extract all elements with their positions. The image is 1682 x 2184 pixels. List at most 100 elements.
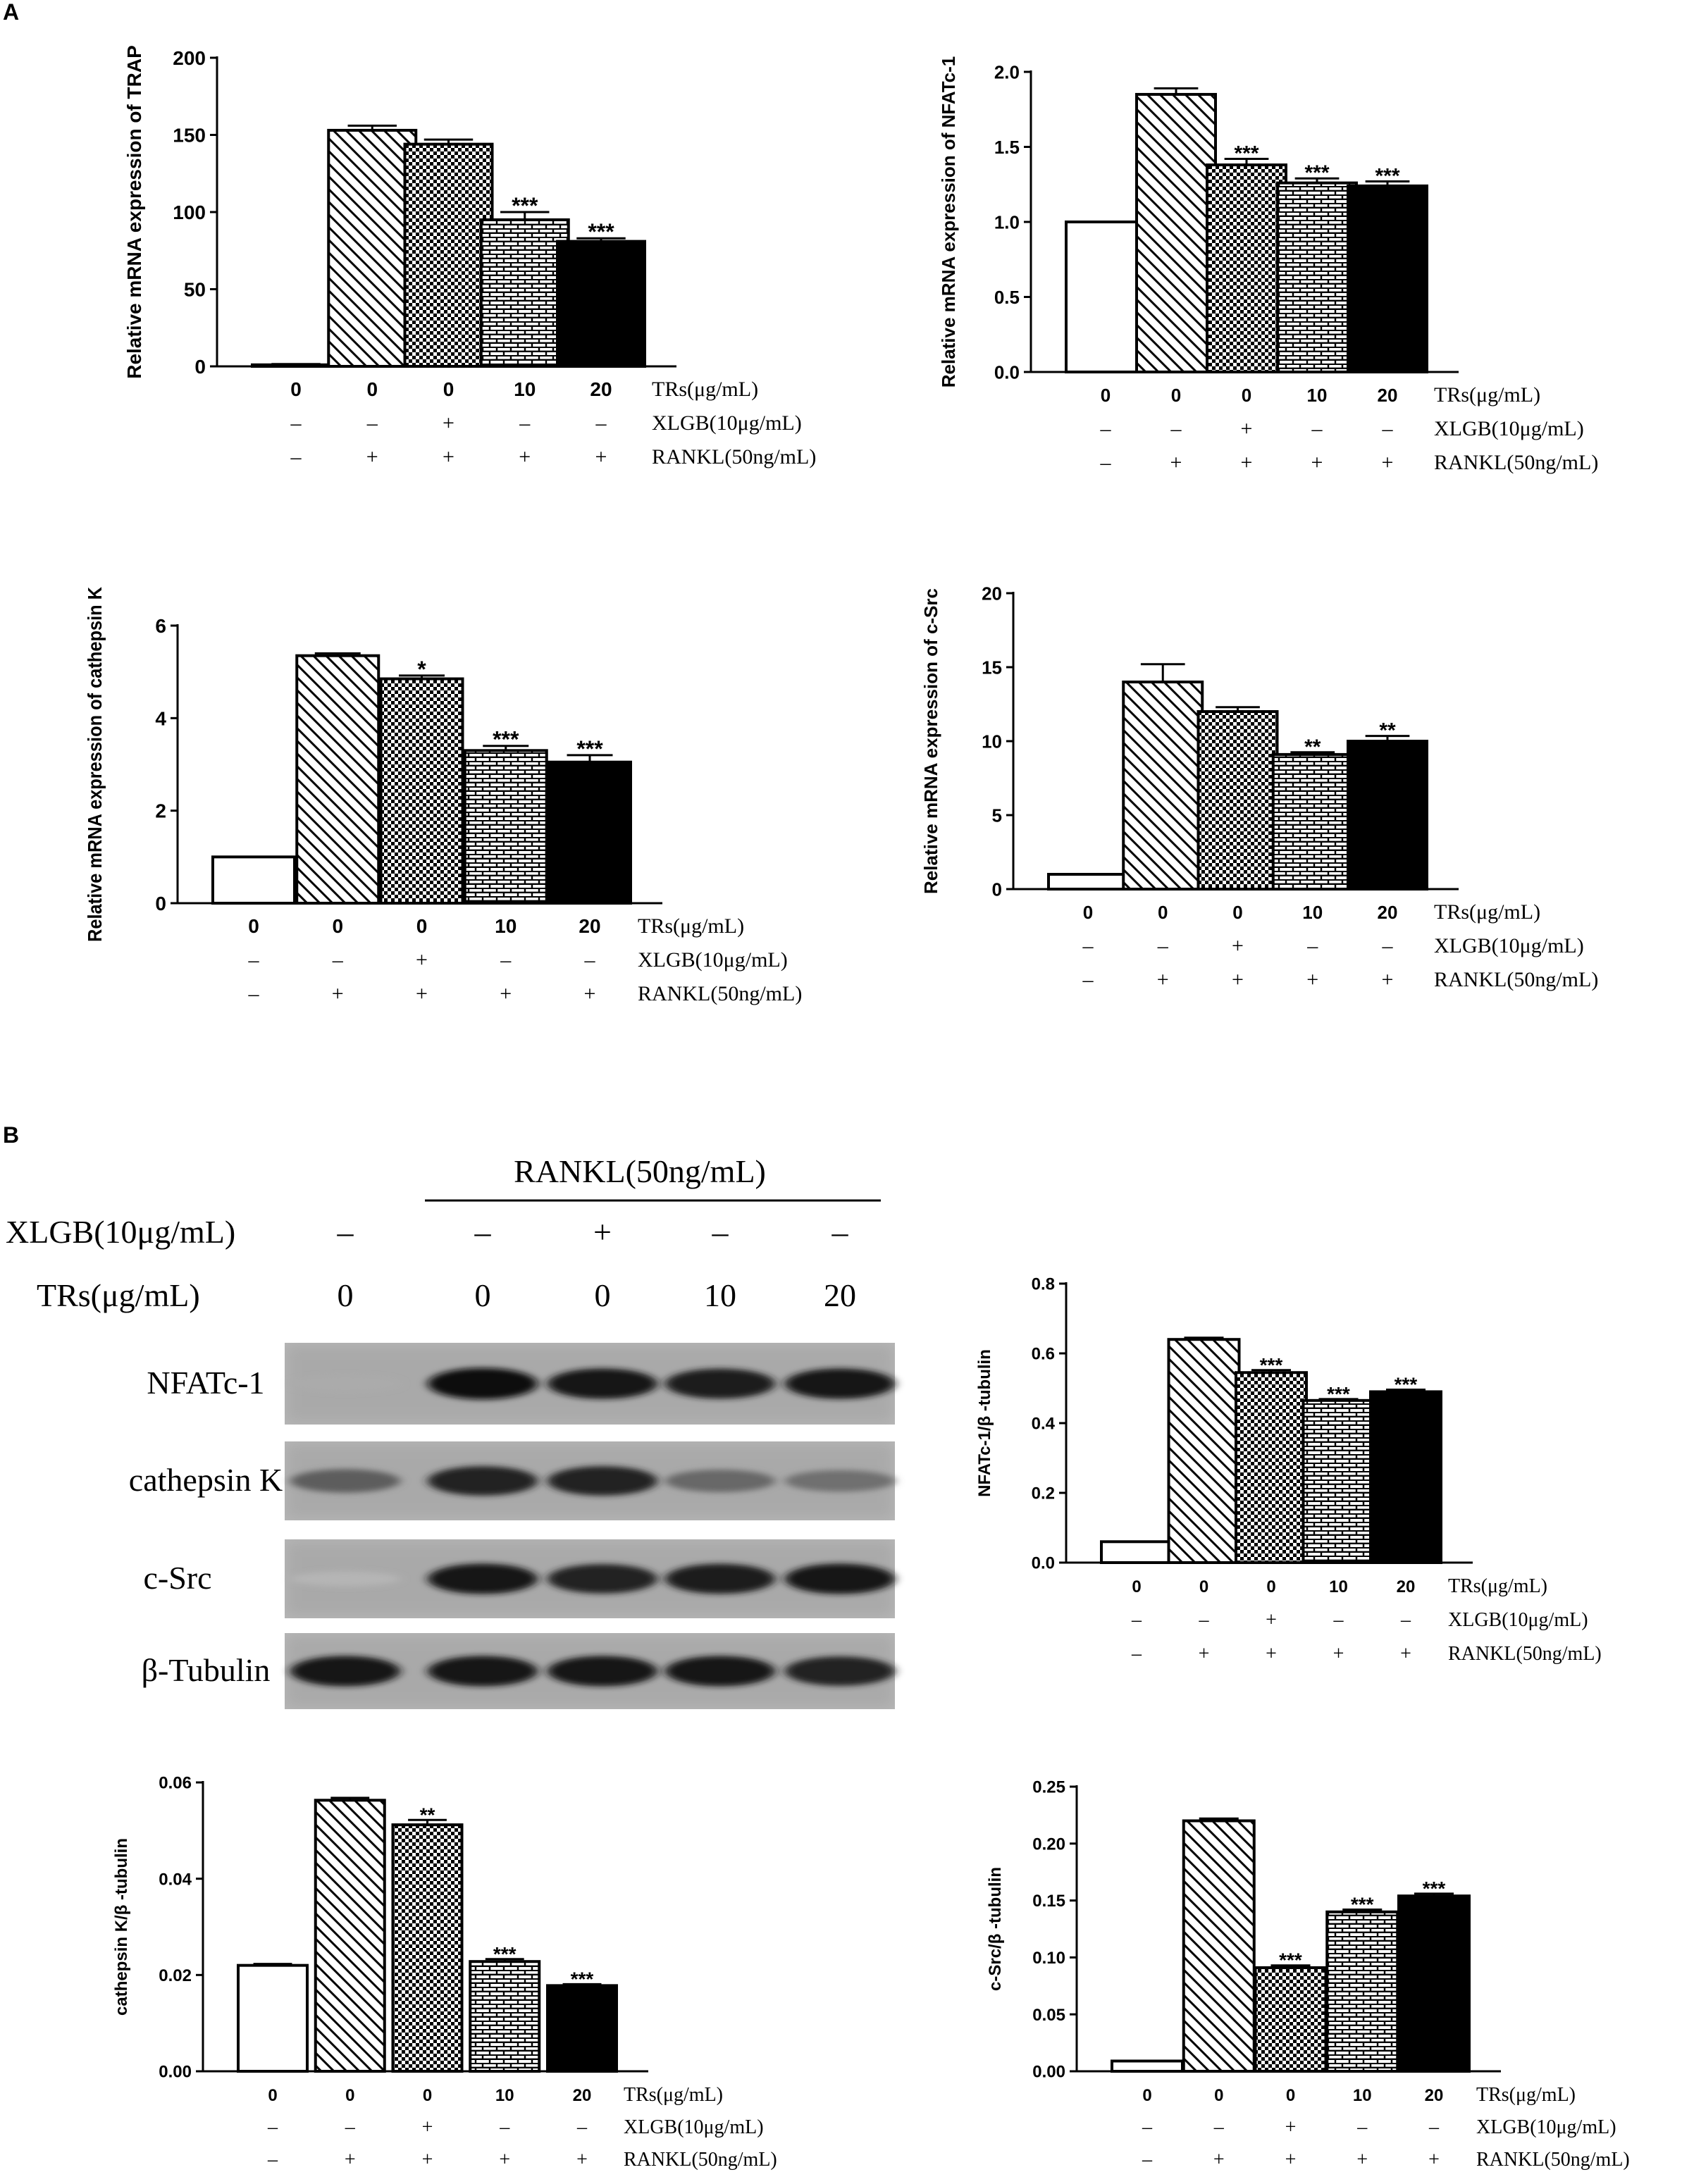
bar-brick [479,218,570,368]
y-axis-label: Relative mRNA expression of c-Src [920,588,941,894]
significance-label: *** [588,219,614,244]
bar-solid-black [1369,1390,1442,1564]
wb-xlgb-sign: + [593,1214,612,1250]
xlgb-sign: – [1306,934,1318,957]
x-tick-label: 0 [268,2086,277,2105]
significance-label: *** [512,193,538,218]
trs-row-label: TRs(μg/mL) [638,914,744,938]
wb-row-label: c-Src [143,1560,211,1596]
rankl-sign: + [443,445,454,469]
xlgb-sign: + [1232,934,1244,957]
y-axis-label: Relative mRNA expression of cathepsin K [84,587,106,942]
rankl-sign: + [332,982,344,1005]
wb-trs-value: 0 [595,1277,611,1313]
xlgb-sign: – [1199,1609,1210,1631]
y-tick-label: 0 [992,879,1002,900]
chart-nfatc1-tubulin: 0.0 0.2 0.4 0.6 0.8 NFATc-1/β -tubulin *** *** *… [975,1275,1602,1665]
bar-brick [1276,181,1358,373]
xlgb-sign: – [499,2116,510,2138]
panel-label-b: B [3,1122,19,1148]
wb-row-label: cathepsin K [129,1462,283,1498]
y-axis-label: Relative mRNA expression of NFATc-1 [938,56,959,388]
significance-label: *** [1279,1949,1302,1971]
y-tick-label: 0.00 [159,2063,192,2082]
y-tick-label: 0.6 [1032,1345,1055,1364]
rankl-sign: + [1266,1643,1277,1665]
y-tick-label: 0.0 [1032,1554,1055,1573]
xlgb-row-label: XLGB(10μg/mL) [652,411,802,435]
trs-row-label: TRs(μg/mL) [652,378,758,401]
wb-trs-value: 0 [338,1277,354,1313]
western-blot: RANKL(50ng/mL) XLGB(10μg/mL) TRs(μg/mL) … [6,1153,895,1709]
y-tick-label: 5 [992,805,1002,826]
bar-diagonal-stripes [295,654,381,905]
wb-row-label: NFATc-1 [147,1365,264,1401]
wb-xlgb-sign: – [712,1214,729,1250]
xlgb-sign: – [576,2116,588,2138]
rankl-sign: – [290,445,302,469]
wb-band [290,1571,400,1587]
y-tick-label: 0.5 [994,287,1020,308]
bar-diagonal-stripes [314,1799,386,2073]
rankl-sign: + [1382,968,1394,991]
xlgb-sign: – [267,2116,278,2138]
rankl-sign: + [1241,451,1253,474]
panel-label-a: A [3,0,19,25]
x-tick-label: 10 [495,915,517,937]
xlgb-sign: – [519,411,531,435]
x-tick-label: 0 [248,915,259,937]
xlgb-row-label: XLGB(10μg/mL) [1434,417,1584,440]
bar-solid-black [546,1984,618,2073]
bar-diagonal-stripes [327,128,418,368]
y-tick-label: 0.00 [1032,2063,1065,2082]
xlgb-sign: – [1382,417,1394,440]
wb-row: c-Src [143,1539,895,1618]
xlgb-sign: – [1082,934,1094,957]
rankl-row-label: RANKL(50ng/mL) [1434,451,1598,474]
xlgb-sign: – [366,411,378,435]
significance-label: *** [1304,161,1329,185]
y-axis-label: c-Src/β -tubulin [986,1867,1005,1991]
significance-label: *** [1327,1383,1350,1405]
bar-solid-black [1397,1894,1471,2073]
wb-band [665,1470,775,1492]
y-tick-label: 15 [982,657,1002,678]
wb-row-label: β-Tubulin [142,1652,271,1688]
rankl-sign: – [1131,1643,1142,1665]
y-tick-label: 200 [173,47,206,69]
x-tick-label: 20 [1397,1577,1416,1596]
wb-band [548,1368,657,1399]
x-tick-label: 0 [443,378,454,400]
significance-label: * [417,657,426,682]
y-tick-label: 6 [155,615,166,637]
rankl-sign: + [345,2149,356,2171]
rankl-sign: – [267,2149,278,2171]
xlgb-sign: – [1333,1609,1344,1631]
bar-empty [1111,2059,1184,2073]
x-tick-label: 0 [345,2086,354,2105]
x-tick-label: 20 [1378,385,1398,406]
x-tick-label: 0 [1171,385,1181,406]
wb-band [548,1656,657,1687]
bar-solid-black [548,760,632,905]
wb-row: β-Tubulin [142,1633,895,1709]
x-tick-label: 10 [514,378,536,400]
wb-band [428,1563,538,1594]
rankl-sign: + [1157,968,1169,991]
wb-band [665,1563,775,1594]
wb-band [548,1564,657,1594]
rankl-sign: – [1100,451,1112,474]
significance-label: *** [571,1968,594,1990]
y-tick-label: 0 [155,893,166,914]
x-tick-label: 20 [573,2086,592,2105]
bar-empty [1100,1540,1173,1565]
rankl-sign: + [1232,968,1244,991]
y-axis-label: Relative mRNA expression of TRAP [123,45,145,379]
wb-xlgb-sign: – [337,1214,354,1250]
y-axis-label: NFATc-1/β -tubulin [975,1349,994,1497]
significance-label: *** [576,736,603,762]
xlgb-sign: – [1157,934,1169,957]
y-tick-label: 0.0 [994,361,1020,383]
x-tick-label: 0 [1266,1577,1275,1596]
y-tick-label: 0.8 [1032,1275,1055,1294]
